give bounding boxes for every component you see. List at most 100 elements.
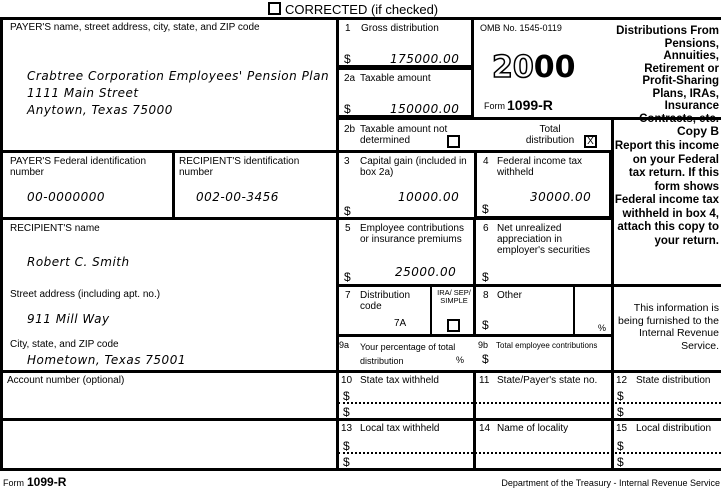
city-value[interactable]: Hometown, Texas 75001 [27,353,186,367]
ira-sep-simple-label: IRA/ SEP/ SIMPLE [437,288,471,305]
box-10-num: 10 [341,375,353,386]
dollar-sign: $ [482,318,489,332]
total-distribution-checkbox[interactable]: X [584,135,597,148]
box-11-num: 11 [479,375,490,386]
box-5-label: Employee contributions or insurance prem… [360,223,464,245]
box-5-value[interactable]: 25000.00 [395,265,457,279]
tax-year-bold: 00 [533,50,576,85]
box-14-label: Name of locality [497,423,569,434]
box-9a-num: 9a [339,340,350,350]
recipient-name-value[interactable]: Robert C. Smith [27,255,130,269]
box-10-label: State tax withheld [360,375,439,386]
payer-fid-value[interactable]: 00-0000000 [27,190,106,204]
dollar-sign: $ [344,204,351,218]
payer-street[interactable]: 1111 Main Street [27,86,139,100]
corrected-checkbox[interactable] [268,2,281,15]
box-3-label: Capital gain (included in box 2a) [360,156,467,178]
form-title: Distributions From Pensions, Annuities, … [616,25,719,125]
box-11-label: State/Payer's state no. [497,375,598,386]
box-9a-label: Your percentage of total distribution [360,342,456,366]
dollar-sign: $ [344,270,351,284]
tax-year-outline: 20 [491,50,534,85]
box-2a-num: 2a [344,73,356,84]
omb-form-prefix: Form [484,101,505,111]
payer-city[interactable]: Anytown, Texas 75000 [27,103,173,117]
rule [336,284,721,287]
box-4 [474,150,612,219]
dollar-sign: $ [343,455,350,469]
box-9b-label: Total employee contributions [496,341,598,350]
box-1-value[interactable]: 175000.00 [390,52,460,66]
box-5-num: 5 [345,223,351,234]
rule [0,468,721,471]
box-2a-value[interactable]: 150000.00 [390,102,460,116]
box-8-label: Other [497,290,523,301]
box-2b-label: Taxable amount not determined [360,124,448,146]
dollar-sign: $ [343,439,350,453]
rule [0,418,721,421]
box-3-num: 3 [344,156,350,167]
footer-department: Department of the Treasury - Internal Re… [501,478,720,488]
dollar-sign: $ [617,439,624,453]
dollar-sign: $ [617,389,624,403]
dollar-sign: $ [482,270,489,284]
box-2a [336,67,474,118]
ira-sep-simple-checkbox[interactable] [447,319,460,332]
recipient-id-value[interactable]: 002-00-3456 [196,190,279,204]
street-label: Street address (including apt. no.) [10,289,161,300]
rule [0,150,611,153]
dollar-sign: $ [482,352,489,366]
dotted-rule [338,402,721,404]
account-label: Account number (optional) [7,375,125,386]
box-6-label: Net unrealized appreciation in employer'… [497,223,591,256]
percent-sign: % [456,355,465,365]
recipient-id-label: RECIPIENT'S identification number [179,156,300,178]
box-9b-num: 9b [478,340,489,350]
footer-form-prefix: Form [3,478,24,488]
dollar-sign: $ [617,405,624,419]
recipient-name-label: RECIPIENT'S name [10,223,100,234]
box-1 [336,17,474,68]
dotted-rule [338,452,721,454]
city-label: City, state, and ZIP code [10,339,119,350]
copy-title: Copy B [677,124,719,138]
rule [336,17,339,470]
box-4-num: 4 [483,156,489,167]
box-2b-num: 2b [344,124,356,135]
box-3-value[interactable]: 10000.00 [398,190,460,204]
percent-sign: % [598,323,607,333]
payer-fid-label: PAYER'S Federal identification number [10,156,147,178]
dollar-sign: $ [617,455,624,469]
box-4-value[interactable]: 30000.00 [530,190,592,204]
box-14-num: 14 [479,423,491,434]
box-6-num: 6 [483,223,489,234]
dollar-sign: $ [344,52,351,66]
footer-form-name: 1099-R [27,475,67,489]
box-13-num: 13 [341,423,353,434]
box-15-label: Local distribution [636,423,712,434]
corrected-label: CORRECTED (if checked) [285,2,439,17]
omb-form-name: 1099-R [507,97,553,113]
box-2a-label: Taxable amount [360,73,431,84]
rule [473,217,476,335]
omb-number: OMB No. 1545-0119 [480,23,562,33]
box-15-num: 15 [616,423,628,434]
copy-instructions: Report this income on your Federal tax r… [614,140,719,247]
tax-year: 2000 [491,50,576,85]
rule [573,284,575,335]
box-2b-checkbox[interactable] [447,135,460,148]
box-7-value[interactable]: 7A [394,318,407,329]
street-value[interactable]: 911 Mill Way [27,312,110,326]
rule [172,150,175,218]
total-distribution-label: Total distribution [525,124,575,146]
payer-name[interactable]: Crabtree Corporation Employees' Pension … [27,69,330,83]
box-7-label: Distribution code [360,290,411,312]
dollar-sign: $ [343,405,350,419]
dollar-sign: $ [482,202,489,216]
box-8-num: 8 [483,290,489,301]
rule [0,17,3,470]
box-13-label: Local tax withheld [360,423,440,434]
rule [430,284,432,335]
box-4-label: Federal income tax withheld [497,156,583,178]
